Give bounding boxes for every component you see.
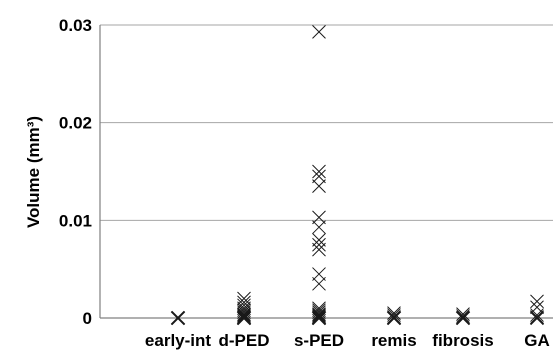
point-remis-0 [387, 306, 401, 320]
point-d-PED-8 [237, 309, 251, 323]
x-tick-labels: early-int d-PED s-PED remis fibrosis GA [145, 331, 550, 350]
point-s-PED-9 [312, 267, 326, 281]
point-fibrosis-1 [456, 309, 470, 323]
point-s-PED-10 [312, 276, 326, 291]
point-fibrosis-0 [456, 307, 470, 321]
point-d-PED-1 [237, 295, 251, 310]
y-tick-label-3: 0.03 [59, 16, 92, 35]
point-d-PED-6 [237, 307, 251, 321]
point-s-PED-13 [312, 305, 326, 319]
point-GA-1 [530, 300, 544, 315]
point-GA-0 [530, 294, 544, 309]
point-GA-4 [529, 310, 545, 326]
y-tick-label-1: 0.01 [59, 211, 92, 230]
y-axis-label: Volume (mm³) [24, 116, 43, 228]
point-remis-4 [386, 310, 402, 326]
point-s-PED-8 [312, 242, 326, 257]
y-tick-label-0: 0 [83, 309, 92, 328]
point-s-PED-2 [312, 169, 326, 184]
point-s-PED-0 [312, 24, 326, 39]
point-s-PED-7 [312, 237, 326, 252]
point-d-PED-12 [236, 310, 252, 326]
point-s-PED-14 [312, 307, 326, 321]
point-fibrosis-3 [455, 310, 471, 326]
x-tick-label-remis: remis [371, 331, 416, 350]
data-points [170, 24, 545, 326]
point-remis-1 [387, 308, 401, 322]
x-tick-label-GA: GA [524, 331, 550, 350]
point-s-PED-3 [312, 179, 326, 194]
x-tick-label-early-int: early-int [145, 331, 211, 350]
point-GA-2 [530, 308, 544, 322]
point-d-PED-5 [237, 305, 251, 319]
point-s-PED-20 [311, 310, 327, 326]
point-s-PED-15 [312, 308, 326, 322]
point-early-int-2 [170, 310, 186, 326]
point-d-PED-0 [237, 291, 251, 306]
point-s-PED-4 [312, 210, 326, 225]
point-d-PED-7 [237, 308, 251, 322]
x-tick-label-s-PED: s-PED [294, 331, 344, 350]
point-s-PED-6 [312, 233, 326, 247]
y-tick-label-2: 0.02 [59, 114, 92, 133]
point-s-PED-1 [312, 164, 326, 179]
point-s-PED-16 [312, 309, 326, 323]
x-tick-label-d-PED: d-PED [219, 331, 270, 350]
x-tick-label-fibrosis: fibrosis [432, 331, 493, 350]
gridlines [100, 24, 553, 221]
point-s-PED-5 [312, 220, 326, 235]
y-tick-labels: 0 0.01 0.02 0.03 [59, 16, 92, 328]
